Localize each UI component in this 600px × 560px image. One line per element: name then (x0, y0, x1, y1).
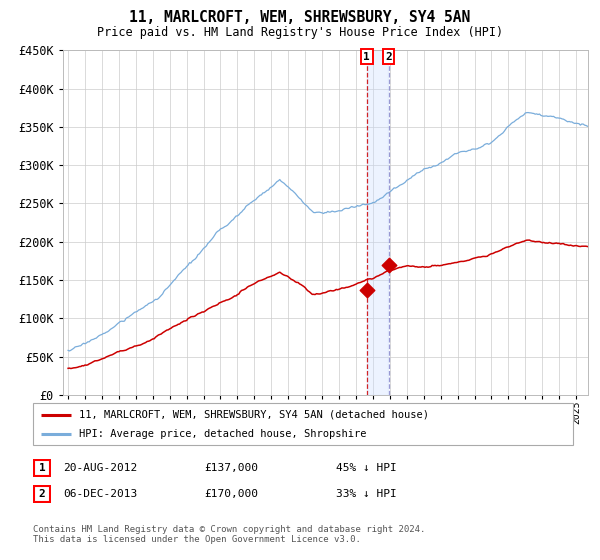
Text: 1: 1 (38, 463, 46, 473)
FancyBboxPatch shape (34, 460, 50, 475)
Point (362, 286, 371, 295)
Text: £137,000: £137,000 (204, 463, 258, 473)
Text: 20-AUG-2012: 20-AUG-2012 (63, 463, 137, 473)
Text: 45% ↓ HPI: 45% ↓ HPI (336, 463, 397, 473)
Text: 2: 2 (38, 489, 46, 499)
Text: 11, MARLCROFT, WEM, SHREWSBURY, SY4 5AN (detached house): 11, MARLCROFT, WEM, SHREWSBURY, SY4 5AN … (79, 409, 429, 419)
Point (384, 260, 394, 269)
Text: 06-DEC-2013: 06-DEC-2013 (63, 489, 137, 499)
Text: Contains HM Land Registry data © Crown copyright and database right 2024.
This d: Contains HM Land Registry data © Crown c… (33, 525, 425, 544)
FancyBboxPatch shape (33, 403, 573, 445)
Bar (367, 50, 388, 395)
FancyBboxPatch shape (34, 486, 50, 502)
Text: £170,000: £170,000 (204, 489, 258, 499)
Text: 2: 2 (385, 52, 392, 62)
Text: HPI: Average price, detached house, Shropshire: HPI: Average price, detached house, Shro… (79, 430, 367, 439)
Text: 11, MARLCROFT, WEM, SHREWSBURY, SY4 5AN: 11, MARLCROFT, WEM, SHREWSBURY, SY4 5AN (130, 10, 470, 25)
Text: 1: 1 (364, 52, 370, 62)
Text: 33% ↓ HPI: 33% ↓ HPI (336, 489, 397, 499)
Text: Price paid vs. HM Land Registry's House Price Index (HPI): Price paid vs. HM Land Registry's House … (97, 26, 503, 39)
